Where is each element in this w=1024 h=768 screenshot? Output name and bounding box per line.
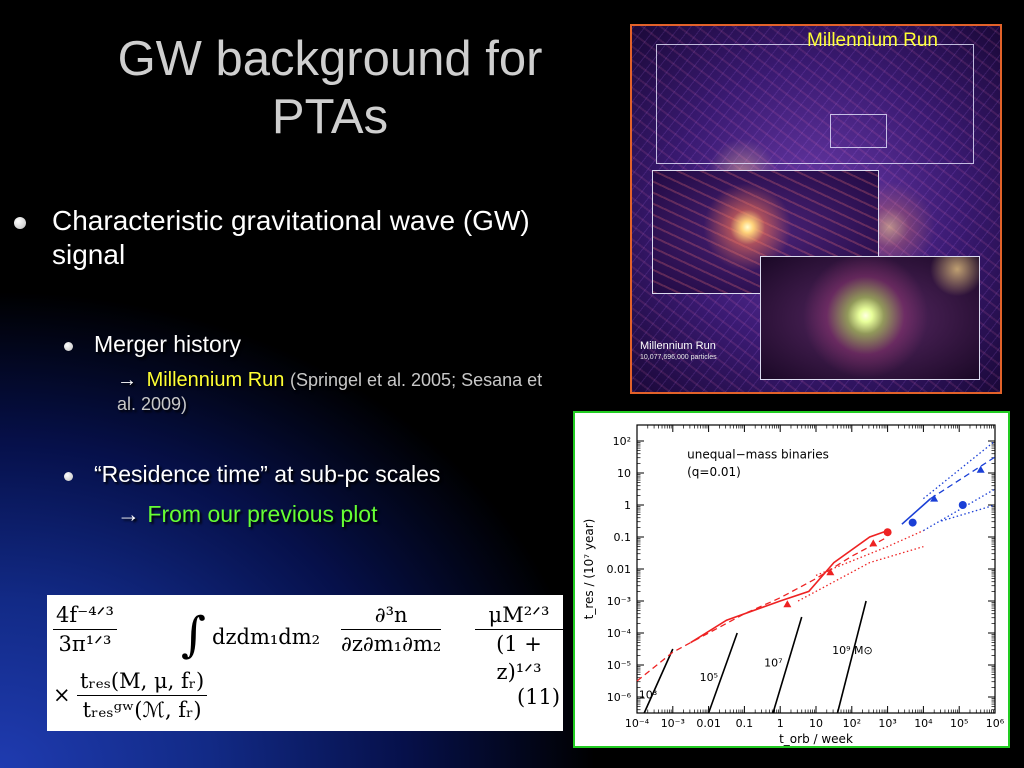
y-tick-label: 10⁻⁶ <box>607 691 632 704</box>
x-tick-label: 10³ <box>878 717 896 730</box>
x-axis-label: t_orb / week <box>779 732 853 746</box>
series-line <box>922 440 996 500</box>
y-tick-label: 0.01 <box>607 563 632 576</box>
millennium-highlight: Millennium Run <box>146 369 285 391</box>
series-line <box>707 632 738 714</box>
x-tick-label: 10⁵ <box>950 717 968 730</box>
x-tick-label: 10⁻⁴ <box>625 717 650 730</box>
numerator: 4f⁻⁴ᐟ³ <box>53 601 117 630</box>
series-line <box>815 530 924 577</box>
series-line <box>901 498 932 525</box>
marker-circle <box>958 501 967 509</box>
y-tick-label: 0.1 <box>614 531 632 544</box>
mass-label: 10⁷ <box>764 657 782 670</box>
denominator: 3π¹ᐟ³ <box>58 632 112 656</box>
x-tick-label: 10 <box>809 717 823 730</box>
numerator: ∂³n <box>341 601 442 630</box>
title-line-1: GW background for <box>117 32 543 86</box>
zoom-frame-small <box>830 114 887 148</box>
series-line <box>772 616 803 714</box>
millennium-top-label: Millennium Run <box>807 30 938 51</box>
marker-triangle <box>826 568 835 576</box>
marker-triangle <box>783 600 792 608</box>
mass-label: 10³ <box>639 689 657 702</box>
fraction-density: ∂³n ∂z∂m₁∂m₂ <box>341 601 442 658</box>
y-tick-label: 10⁻³ <box>607 595 631 608</box>
chart-svg: 10⁻⁴ 10⁻³ 0.01 0.1 1 10 10² 10³ 10⁴ 10⁵ 10⁶10²1010… <box>582 424 1005 746</box>
series-line <box>690 529 888 644</box>
plot-annotation: unequal−mass binaries <box>687 448 829 462</box>
denominator: ∂z∂m₁∂m₂ <box>341 632 442 656</box>
y-tick-label: 10⁻⁵ <box>607 659 631 672</box>
mass-label: 10⁵ <box>700 671 718 684</box>
millennium-bottom-title: Millennium Run <box>640 340 716 352</box>
title-line-2: PTAs <box>271 90 389 144</box>
equation-box: 4f⁻⁴ᐟ³ 3π¹ᐟ³ ∫ dzdm₁dm₂ ∂³n ∂z∂m₁∂m₂ μM²… <box>47 595 563 731</box>
times-sign: × <box>53 683 71 707</box>
fraction-chirp: μM²ᐟ³ (1 + z)¹ᐟ³ <box>475 601 563 686</box>
integral-measure: dzdm₁dm₂ <box>212 625 321 649</box>
marker-triangle <box>976 465 985 473</box>
series-line <box>797 545 924 602</box>
millennium-particle-count: 10,077,696,000 particles <box>640 354 717 361</box>
y-tick-label: 10² <box>613 435 631 448</box>
x-tick-label: 10⁶ <box>986 717 1005 730</box>
reference-citation: (Springel et al. 2005; Sesana et al. 200… <box>117 370 543 414</box>
plot-annotation-2: (q=0.01) <box>687 465 741 479</box>
numerator: tᵣₑₛ(M, μ, fᵣ) <box>77 667 208 696</box>
bullet-text: Merger history <box>94 331 241 357</box>
millennium-bottom-label: Millennium Run 10,077,696,000 particles <box>640 340 717 364</box>
series-line <box>836 600 867 714</box>
series-line <box>941 504 996 522</box>
arrow-right-icon: → <box>117 369 137 391</box>
denominator: tᵣₑₛᵍʷ(ℳ, fᵣ) <box>82 698 202 722</box>
bullet-dot-icon <box>64 472 73 481</box>
series-line <box>636 536 888 682</box>
y-tick-label: 10 <box>617 467 631 480</box>
zoom-panel-2 <box>760 256 980 380</box>
series-line <box>930 456 996 500</box>
y-tick-label: 1 <box>624 499 631 512</box>
x-tick-label: 1 <box>777 717 784 730</box>
y-axis-label: t_res / (10⁷ year) <box>582 519 596 620</box>
bullet-dot-icon <box>14 217 26 229</box>
equation-number: (11) <box>517 685 561 709</box>
marker-triangle <box>869 539 878 547</box>
y-tick-label: 10⁻⁴ <box>607 627 632 640</box>
fraction-residence: tᵣₑₛ(M, μ, fᵣ) tᵣₑₛᵍʷ(ℳ, fᵣ) <box>77 667 208 724</box>
denominator: (1 + z)¹ᐟ³ <box>496 632 542 684</box>
residence-time-plot: 10⁻⁴ 10⁻³ 0.01 0.1 1 10 10² 10³ 10⁴ 10⁵ 10⁶ 10² 10 1 0… <box>573 411 1010 748</box>
sub-millennium: → Millennium Run (Springel et al. 2005; … <box>117 368 557 416</box>
bullet-dot-icon <box>64 342 73 351</box>
arrow-right-icon: → <box>117 501 140 527</box>
integral-sign: ∫ <box>181 607 207 663</box>
bullet-text: Characteristic gravitational wave (GW) s… <box>52 205 530 270</box>
x-tick-label: 10⁴ <box>914 717 933 730</box>
slide-title: GW background for PTAs <box>40 30 620 146</box>
previous-plot-highlight: From our previous plot <box>147 501 378 527</box>
mass-label: 10⁹ M⊙ <box>832 644 873 657</box>
x-tick-label: 0.01 <box>696 717 721 730</box>
fraction-prefactor: 4f⁻⁴ᐟ³ 3π¹ᐟ³ <box>53 601 117 658</box>
x-tick-label: 0.1 <box>736 717 754 730</box>
marker-triangle <box>930 494 939 502</box>
millennium-run-image: Millennium Run Millennium Run 10,077,696… <box>630 24 1002 394</box>
marker-circle <box>908 518 917 527</box>
numerator: μM²ᐟ³ <box>475 601 563 630</box>
bullet-text: “Residence time” at sub-pc scales <box>94 461 441 487</box>
marker-circle <box>883 528 892 537</box>
sub-previous-plot: → From our previous plot <box>117 500 557 528</box>
x-tick-label: 10² <box>843 717 861 730</box>
x-tick-label: 10⁻³ <box>661 717 685 730</box>
zoom-frame <box>656 44 974 164</box>
series-line <box>923 488 996 532</box>
series-line <box>643 648 674 714</box>
